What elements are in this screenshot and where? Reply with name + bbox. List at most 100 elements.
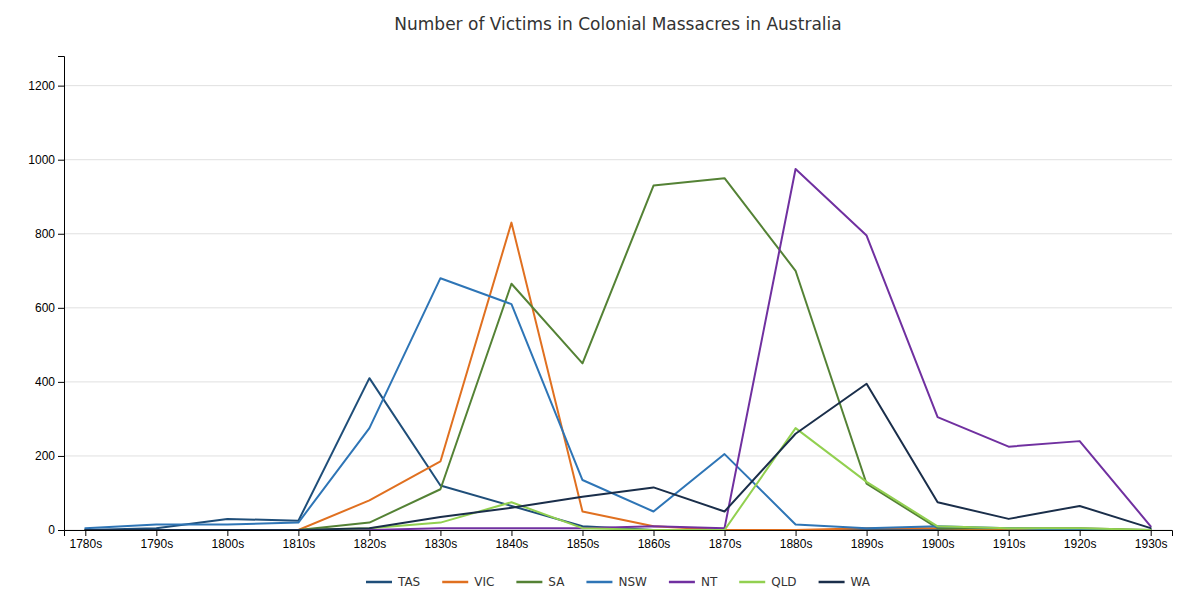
- chart: 0 200 400 600 800 1000 1200 1780s 1790s 1800s 1810…: [0, 0, 1200, 614]
- x-tick: 1860s: [638, 530, 671, 551]
- x-tick-label: 1830s: [425, 537, 458, 551]
- x-tick: 1900s: [922, 530, 955, 551]
- legend-swatch: [366, 581, 392, 584]
- y-tick: 200: [35, 449, 64, 463]
- legend-item: VIC: [442, 575, 494, 589]
- y-tick: 800: [35, 227, 64, 241]
- y-tick: 600: [35, 301, 64, 315]
- x-tick-mark: [867, 530, 868, 536]
- x-tick-label: 1820s: [354, 537, 387, 551]
- legend-item: SA: [516, 575, 565, 589]
- y-tick-mark: [58, 160, 64, 161]
- y-tick-label: 0: [48, 523, 55, 537]
- x-tick-label: 1930s: [1135, 537, 1168, 551]
- x-tick: 1870s: [709, 530, 742, 551]
- x-axis-line: [65, 531, 1173, 537]
- title: Number of Victims in Colonial Massacres …: [394, 14, 841, 34]
- x-tick: 1810s: [283, 530, 316, 551]
- x-tick-label: 1910s: [993, 537, 1026, 551]
- legend: TAS VIC SA NSW NT QLD WA: [366, 575, 871, 589]
- grid-line: [64, 85, 1172, 86]
- x-tick-label: 1790s: [140, 537, 173, 551]
- legend-label: SA: [548, 575, 565, 589]
- legend-label: NSW: [618, 575, 647, 589]
- legend-label: VIC: [474, 575, 494, 589]
- x-tick-label: 1860s: [638, 537, 671, 551]
- x-tick: 1820s: [354, 530, 387, 551]
- legend-item: WA: [819, 575, 871, 589]
- legend-label: TAS: [397, 575, 420, 589]
- x-tick-mark: [1009, 530, 1010, 536]
- legend-swatch: [516, 581, 542, 584]
- series-line: [85, 278, 1150, 530]
- x-tick: 1780s: [69, 530, 102, 551]
- series-line: [85, 384, 1150, 530]
- grid-line: [64, 381, 1172, 382]
- y-tick-label: 600: [35, 301, 55, 315]
- x-tick-label: 1800s: [212, 537, 245, 551]
- y-axis-line: [58, 57, 65, 531]
- x-tick: 1850s: [567, 530, 600, 551]
- series-line: [85, 223, 1150, 530]
- x-tick: 1930s: [1135, 530, 1168, 551]
- legend-item: NT: [669, 575, 718, 589]
- x-tick-mark: [938, 530, 939, 536]
- x-tick-mark: [725, 530, 726, 536]
- plot: 0 200 400 600 800 1000 1200 1780s 1790s 1800s 1810…: [28, 57, 1172, 551]
- x-tick-mark: [298, 530, 299, 536]
- grid-line: [64, 159, 1172, 160]
- legend-swatch: [739, 581, 765, 584]
- x-tick-label: 1870s: [709, 537, 742, 551]
- legend-item: TAS: [366, 575, 420, 589]
- series-line: [85, 378, 1150, 530]
- legend-item: NSW: [586, 575, 647, 589]
- x-tick: 1910s: [993, 530, 1026, 551]
- y-tick-label: 400: [35, 375, 55, 389]
- x-tick-mark: [511, 530, 512, 536]
- x-tick: 1840s: [496, 530, 529, 551]
- y-tick-label: 1000: [28, 153, 55, 167]
- y-tick: 1200: [28, 79, 64, 93]
- y-tick-mark: [58, 308, 64, 309]
- legend-swatch: [442, 581, 468, 584]
- x-tick-label: 1810s: [283, 537, 316, 551]
- y-axis: 0 200 400 600 800 1000 1200: [28, 57, 64, 538]
- x-tick: 1890s: [851, 530, 884, 551]
- x-tick-mark: [156, 530, 157, 536]
- x-tick-mark: [85, 530, 86, 536]
- grid-line: [64, 455, 1172, 456]
- grid: [64, 86, 1172, 530]
- lines: [85, 169, 1150, 530]
- x-tick-label: 1780s: [69, 537, 102, 551]
- y-tick-label: 1200: [28, 79, 55, 93]
- legend-label: WA: [851, 575, 871, 589]
- x-tick-label: 1880s: [780, 537, 813, 551]
- grid-line: [64, 307, 1172, 308]
- x-axis: 1780s 1790s 1800s 1810s 1820s 1830s 1840s 1850s…: [65, 530, 1173, 551]
- grid-line: [64, 233, 1172, 234]
- x-tick-mark: [369, 530, 370, 536]
- x-tick-mark: [440, 530, 441, 536]
- x-tick: 1800s: [212, 530, 245, 551]
- y-tick-mark: [58, 456, 64, 457]
- y-tick: 0: [48, 523, 64, 537]
- x-tick-label: 1920s: [1064, 537, 1097, 551]
- x-tick-label: 1850s: [567, 537, 600, 551]
- x-tick: 1790s: [140, 530, 173, 551]
- series-line: [85, 169, 1150, 530]
- y-tick-mark: [58, 234, 64, 235]
- legend-swatch: [669, 581, 695, 584]
- legend-swatch: [819, 581, 845, 584]
- x-tick: 1880s: [780, 530, 813, 551]
- x-tick-mark: [582, 530, 583, 536]
- x-tick: 1830s: [425, 530, 458, 551]
- y-tick: 400: [35, 375, 64, 389]
- x-tick-mark: [1151, 530, 1152, 536]
- y-tick-mark: [58, 530, 64, 531]
- x-tick-label: 1840s: [496, 537, 529, 551]
- x-tick-label: 1900s: [922, 537, 955, 551]
- x-tick-mark: [227, 530, 228, 536]
- x-tick: 1920s: [1064, 530, 1097, 551]
- legend-item: QLD: [739, 575, 796, 589]
- y-tick-label: 800: [35, 227, 55, 241]
